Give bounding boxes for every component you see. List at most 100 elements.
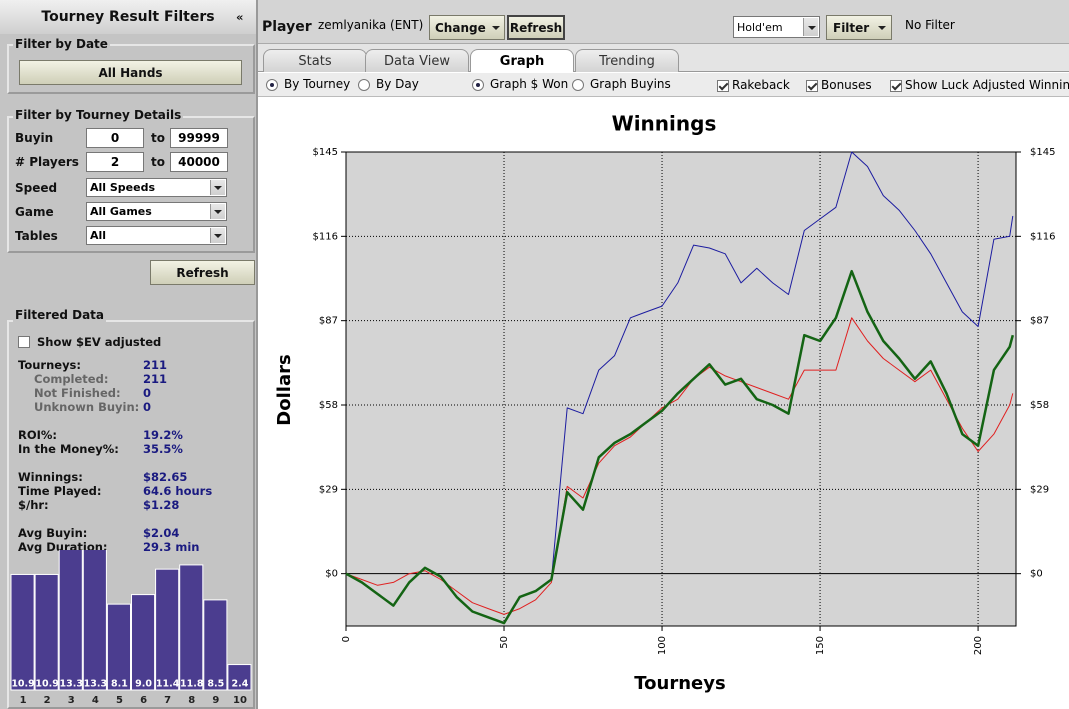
y-tick-label: $0 — [325, 569, 338, 580]
player-name: zemlyanika (ENT) — [318, 18, 424, 32]
dropdown-arrow — [214, 234, 222, 238]
x-tick-label: 50 — [499, 636, 510, 649]
data-line — [345, 269, 1015, 625]
checkbox-label: Show $EV adjusted — [37, 335, 162, 349]
stat-label: Winnings: — [18, 470, 83, 484]
checkbox-label: Show Luck Adjusted Winnings — [905, 78, 1069, 92]
bar — [106, 603, 132, 691]
player-label: Player — [262, 19, 312, 35]
chart: Winnings Dollars Tourneys $0 $0 $29 $29 $58 $58 $… — [274, 112, 1055, 695]
radio[interactable] — [358, 79, 370, 91]
all-hands-button[interactable]: All Hands — [19, 60, 242, 85]
range-from-input[interactable]: 0 — [86, 128, 144, 148]
stat-value: $1.28 — [143, 498, 180, 512]
bar-category-label: 9 — [212, 695, 219, 706]
bar — [227, 664, 252, 691]
radio[interactable] — [266, 79, 278, 91]
y-tick-label: $58 — [319, 400, 338, 411]
radio[interactable] — [572, 79, 584, 91]
stat-value: 35.5% — [143, 442, 183, 456]
radio-label: Graph $ Won — [490, 77, 569, 91]
y2-tick-label: $145 — [1030, 147, 1055, 158]
dropdown-arrow — [214, 186, 222, 190]
y-tick-label: $145 — [313, 147, 338, 158]
range-to-input[interactable]: 40000 — [170, 152, 228, 172]
stat-value: 211 — [143, 372, 168, 386]
x-axis-label: Tourneys — [634, 673, 725, 694]
radio-label: By Tourney — [284, 77, 351, 91]
toolbar — [258, 0, 1069, 44]
date-fieldset — [7, 44, 255, 94]
dropdown-arrow — [214, 210, 222, 214]
tab[interactable]: Trending — [575, 49, 679, 72]
bar — [10, 573, 35, 691]
select[interactable]: All Speeds — [86, 178, 227, 197]
stat-value: 0 — [143, 386, 152, 400]
bar-category-label: 3 — [68, 695, 75, 706]
tab[interactable]: Data View — [365, 49, 469, 72]
collapse-button[interactable]: « — [236, 10, 244, 24]
sidebar-header: Tourney Result Filters — [0, 0, 256, 34]
bar — [179, 564, 204, 691]
stat-sublabel: Not Finished: — [34, 386, 121, 400]
range-to-input[interactable]: 99999 — [170, 128, 228, 148]
refresh-button[interactable]: Refresh — [150, 260, 255, 285]
checkbox-label: Bonuses — [821, 78, 872, 92]
range-label: Buyin — [15, 131, 54, 145]
data-line — [345, 317, 1014, 615]
stat-value: $82.65 — [143, 470, 188, 484]
y2-tick-label: $29 — [1030, 484, 1049, 495]
x-tick-label: 100 — [657, 636, 668, 655]
chart-title: Winnings — [612, 112, 717, 136]
stat-value: 29.3 min — [143, 540, 200, 554]
bar-category-label: 1 — [20, 695, 27, 706]
bar-value-label: 9.0 — [135, 679, 152, 690]
x-tick-label: 150 — [815, 636, 826, 655]
fieldset-title: Filtered Data — [13, 308, 107, 322]
y2-tick-label: $116 — [1030, 231, 1055, 242]
radio-label: By Day — [376, 77, 419, 91]
toolbar-button[interactable]: Refresh — [507, 15, 565, 40]
checkbox[interactable] — [717, 80, 729, 92]
bar-category-label: 6 — [140, 695, 147, 706]
bar-category-label: 4 — [92, 695, 99, 706]
select-label: Game — [15, 204, 54, 219]
radio-label: Graph Buyins — [590, 77, 671, 91]
stat-label: Avg Buyin: — [18, 526, 88, 540]
select-label: Speed — [15, 180, 58, 195]
fieldset-title: Filter by Tourney Details — [13, 108, 184, 122]
select[interactable]: All Games — [86, 202, 227, 221]
stat-label: Time Played: — [18, 484, 102, 498]
y-tick-label: $29 — [319, 484, 338, 495]
checkbox[interactable] — [18, 336, 30, 348]
stat-label: ROI%: — [18, 428, 58, 442]
range-from-input[interactable]: 2 — [86, 152, 144, 172]
histogram: 10.9 1 10.9 2 13.3 3 13.3 4 8.1 5 9.0 6 11.4 7 11.8 8 8.… — [10, 550, 252, 706]
bar-value-label: 11.8 — [180, 679, 204, 690]
range-to-label: to — [151, 155, 165, 169]
tab[interactable]: Graph — [470, 49, 574, 72]
stat-label: Tourneys: — [18, 358, 82, 372]
select-label: Tables — [15, 228, 58, 243]
y2-tick-label: $0 — [1030, 569, 1043, 580]
stat-sublabel: Completed: — [34, 372, 109, 386]
game-select[interactable]: Hold'em — [733, 16, 820, 38]
tab[interactable]: Stats — [263, 49, 367, 72]
bar-value-label: 10.9 — [11, 679, 34, 690]
bar — [203, 599, 228, 691]
x-tick-label: 200 — [973, 636, 984, 655]
checkbox[interactable] — [806, 80, 818, 92]
checkbox[interactable] — [890, 80, 902, 92]
filter-button[interactable]: Filter — [826, 15, 892, 40]
bar — [131, 594, 156, 691]
select[interactable]: All — [86, 226, 227, 245]
checkbox-label: Rakeback — [732, 78, 790, 92]
stat-label: $/hr: — [18, 498, 49, 512]
bar-value-label: 8.1 — [111, 679, 128, 690]
x-tick-label: 0 — [341, 636, 352, 642]
filtered-fieldset — [7, 320, 255, 709]
y-tick-label: $116 — [313, 231, 338, 242]
radio[interactable] — [472, 79, 484, 91]
dropdown-arrow — [878, 26, 886, 30]
